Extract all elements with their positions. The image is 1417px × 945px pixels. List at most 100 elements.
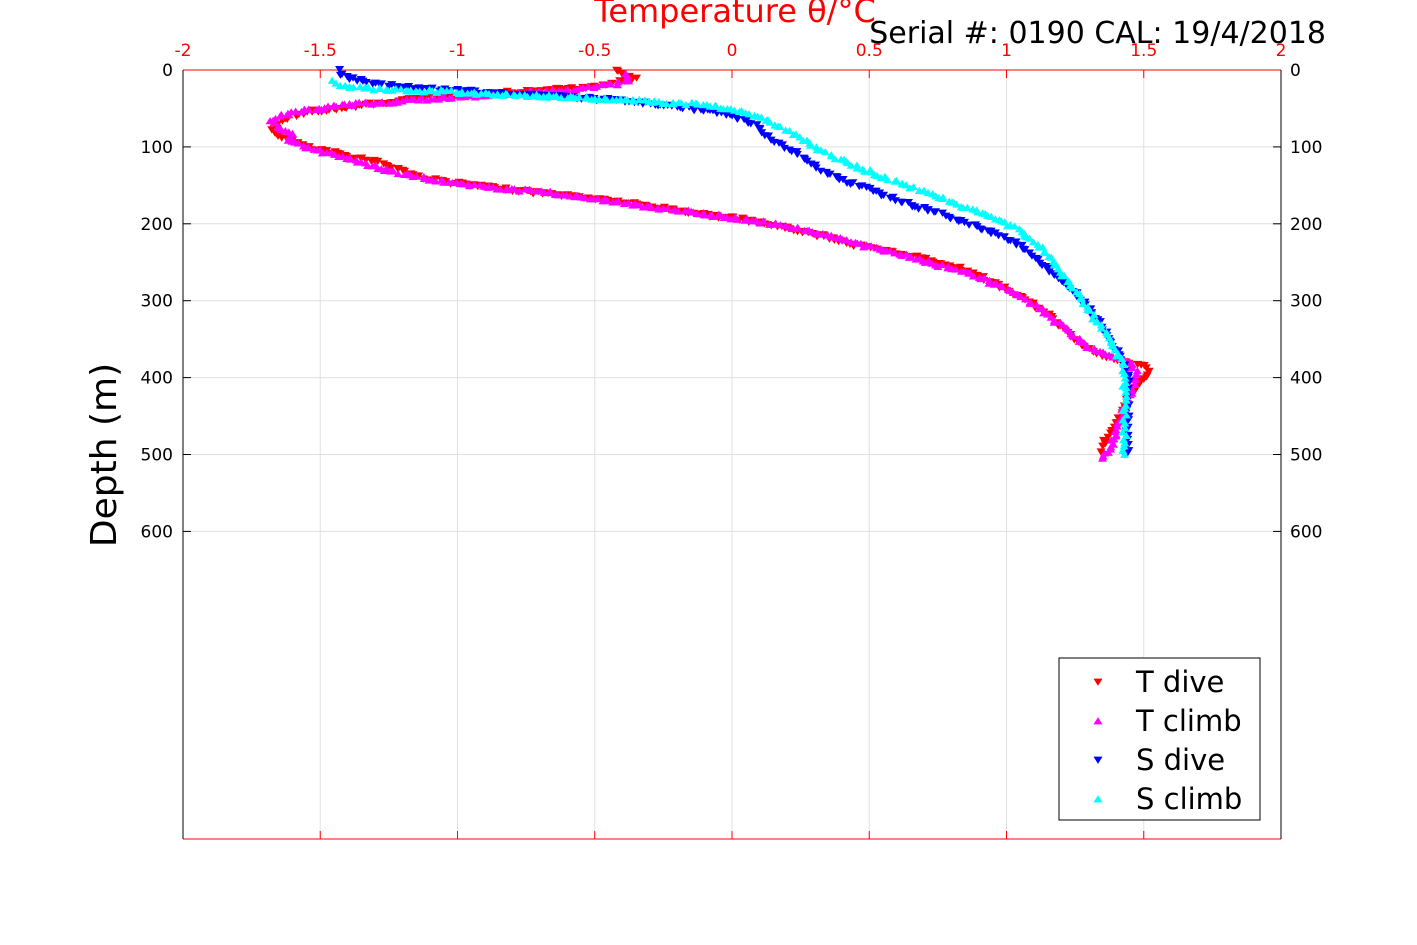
data-point — [547, 86, 557, 94]
tick-label-y-right: 600 — [1290, 522, 1322, 542]
data-point — [1059, 271, 1069, 280]
tick-label-x: -1 — [449, 41, 466, 61]
data-point — [741, 214, 751, 223]
data-point — [613, 197, 623, 205]
tick-label-y-right: 100 — [1290, 138, 1322, 158]
data-point — [692, 209, 702, 218]
legend-marker — [1093, 717, 1103, 725]
data-point — [792, 150, 802, 159]
data-point — [1139, 375, 1149, 384]
data-point — [360, 98, 370, 106]
data-point — [1038, 243, 1048, 251]
data-point — [755, 219, 765, 227]
data-point — [848, 179, 858, 187]
data-point — [883, 175, 893, 184]
data-point — [959, 218, 969, 227]
tick-label-y-left: 500 — [141, 446, 173, 466]
data-point — [602, 196, 612, 204]
data-point — [457, 88, 467, 96]
tick-label-x: 1 — [1001, 41, 1012, 61]
data-point — [583, 82, 593, 90]
data-point — [920, 203, 930, 212]
data-point — [369, 86, 379, 94]
data-point — [931, 208, 941, 216]
data-point — [1077, 295, 1087, 303]
data-point — [708, 212, 718, 220]
data-point — [775, 221, 785, 229]
legend-label: S dive — [1136, 743, 1225, 777]
data-point — [1112, 352, 1122, 360]
data-point — [593, 194, 603, 203]
data-point — [933, 262, 943, 270]
series-s-climb — [327, 76, 1131, 458]
data-point — [634, 95, 644, 103]
data-point — [283, 109, 293, 117]
data-series — [265, 66, 1154, 462]
data-point — [335, 71, 345, 79]
legend-marker — [1093, 678, 1103, 686]
tick-label-x: -1.5 — [304, 41, 337, 61]
data-point — [921, 254, 931, 263]
data-point — [526, 186, 536, 195]
data-point — [422, 96, 432, 104]
legend-marker — [1093, 756, 1103, 764]
data-point — [1119, 442, 1129, 450]
tick-label-x: 0 — [727, 41, 738, 61]
tick-label-y-left: 400 — [141, 369, 173, 389]
data-point — [663, 204, 673, 212]
data-point — [556, 93, 566, 102]
data-point — [711, 101, 721, 109]
data-point — [956, 217, 966, 225]
data-point — [885, 246, 895, 255]
data-point — [469, 180, 479, 188]
tick-label-y-left: 200 — [141, 215, 173, 235]
tick-label-x: -2 — [175, 41, 192, 61]
data-point — [269, 118, 279, 127]
data-point — [1118, 428, 1128, 436]
data-point — [945, 215, 955, 223]
data-point — [1028, 238, 1038, 246]
data-point — [446, 86, 456, 94]
data-point — [1085, 306, 1095, 314]
tick-label-x: -0.5 — [578, 41, 611, 61]
tick-label-x: 2 — [1276, 41, 1287, 61]
data-point — [676, 98, 686, 107]
legend-label: T climb — [1135, 704, 1242, 738]
data-point — [991, 279, 1001, 287]
data-point — [693, 100, 703, 108]
data-point — [621, 77, 631, 85]
data-point — [1010, 222, 1020, 230]
data-point — [417, 85, 427, 93]
data-point — [1121, 383, 1131, 392]
data-point — [744, 110, 754, 118]
legend-box — [1058, 657, 1261, 821]
data-point — [699, 211, 709, 219]
data-point — [384, 99, 394, 107]
data-point — [373, 157, 383, 165]
legend-marker — [1093, 795, 1103, 803]
data-point — [1127, 363, 1137, 371]
data-point — [673, 207, 683, 215]
data-point — [825, 170, 835, 178]
tick-label-x: 1.5 — [1130, 41, 1157, 61]
data-point — [681, 100, 691, 109]
data-point — [387, 81, 397, 89]
data-point — [866, 242, 876, 250]
data-point — [388, 167, 398, 175]
data-point — [311, 105, 321, 114]
chart-subtitle: Serial #: 0190 CAL: 19/4/2018 — [869, 16, 1326, 51]
chart-title: Temperature θ/°C — [593, 0, 876, 30]
tick-label-y-right: 300 — [1290, 292, 1322, 312]
data-point — [1038, 304, 1048, 312]
data-point — [879, 191, 889, 199]
data-point — [1075, 334, 1085, 342]
data-point — [1043, 264, 1053, 272]
data-point — [329, 101, 339, 109]
data-point — [1092, 318, 1102, 326]
data-point — [509, 185, 519, 193]
data-point — [962, 203, 972, 211]
data-point — [1098, 442, 1108, 450]
legend: T dive T climb S dive S climb — [1058, 657, 1261, 821]
data-point — [1121, 396, 1131, 404]
